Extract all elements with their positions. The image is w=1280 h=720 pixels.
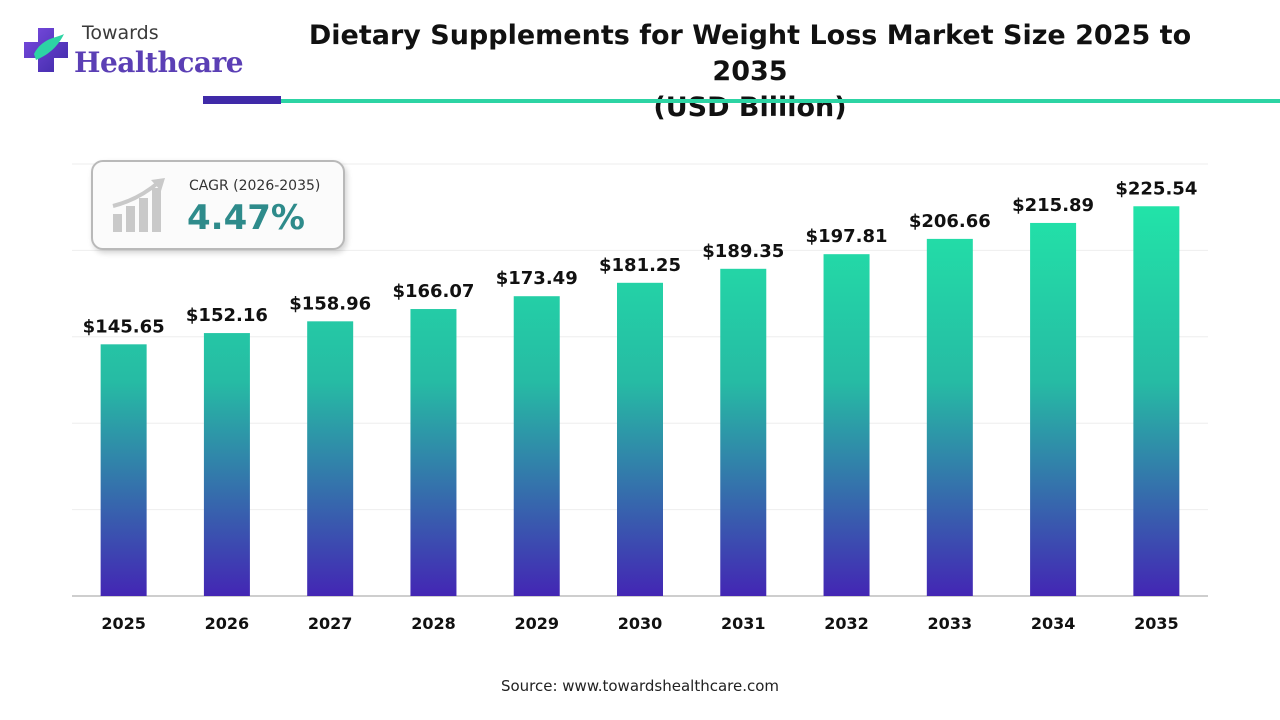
data-label-2029: $173.49 (496, 268, 578, 289)
data-label-2034: $215.89 (1012, 195, 1094, 216)
chart-title: Dietary Supplements for Weight Loss Mark… (270, 18, 1230, 126)
bar-2025 (100, 344, 147, 596)
x-tick-label-2028: 2028 (411, 614, 456, 633)
bar-2026 (203, 333, 250, 596)
cagr-value: 4.47% (187, 198, 305, 238)
brand-line2: Healthcare (74, 46, 244, 79)
brand-logo: Towards Healthcare (20, 18, 250, 88)
bar-2033 (926, 238, 973, 596)
data-label-2027: $158.96 (289, 293, 371, 314)
x-tick-label-2027: 2027 (308, 614, 353, 633)
x-tick-label-2033: 2033 (928, 614, 973, 633)
x-tick-label-2025: 2025 (101, 614, 146, 633)
chart-title-line2: (USD Billion) (653, 92, 847, 123)
growth-chart-icon (112, 178, 165, 232)
brand-line1: Towards (82, 22, 159, 44)
data-label-2033: $206.66 (909, 211, 991, 232)
x-tick-label-2035: 2035 (1134, 614, 1179, 633)
bar-2035 (1133, 206, 1180, 596)
bar-2034 (1030, 222, 1077, 596)
bar-2028 (410, 309, 457, 596)
bar-2032 (823, 254, 870, 596)
chart-title-line1: Dietary Supplements for Weight Loss Mark… (308, 20, 1192, 87)
header-rule (281, 99, 1280, 103)
bar-2029 (513, 296, 560, 596)
source-note: Source: www.towardshealthcare.com (500, 677, 780, 695)
data-label-2026: $152.16 (186, 305, 268, 326)
x-tick-label-2034: 2034 (1031, 614, 1076, 633)
x-tick-label-2026: 2026 (205, 614, 250, 633)
data-label-2032: $197.81 (806, 226, 888, 247)
data-label-2028: $166.07 (392, 281, 474, 302)
x-tick-label-2032: 2032 (824, 614, 869, 633)
bar-2031 (720, 268, 767, 596)
medical-cross-icon (24, 28, 68, 72)
x-tick-label-2030: 2030 (618, 614, 663, 633)
data-label-2030: $181.25 (599, 255, 681, 276)
x-tick-label-2031: 2031 (721, 614, 766, 633)
data-label-2035: $225.54 (1115, 178, 1197, 199)
data-label-2025: $145.65 (83, 316, 165, 337)
data-label-2031: $189.35 (702, 241, 784, 262)
cagr-label: CAGR (2026-2035) (189, 178, 321, 194)
bar-2027 (307, 321, 354, 596)
bar-2030 (617, 282, 663, 596)
cagr-box: CAGR (2026-2035) 4.47% (91, 160, 345, 250)
header-rule-accent (203, 96, 281, 104)
x-tick-label-2029: 2029 (514, 614, 559, 633)
